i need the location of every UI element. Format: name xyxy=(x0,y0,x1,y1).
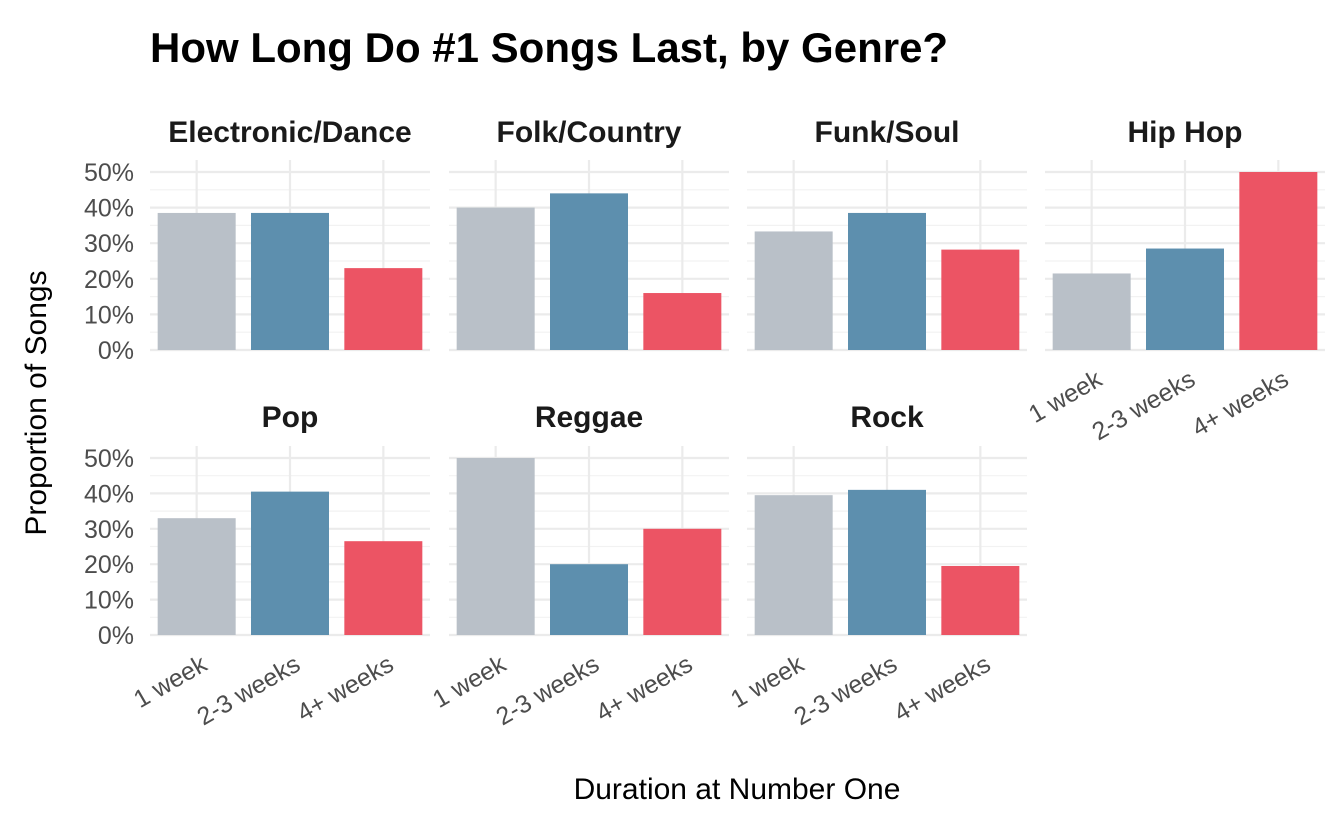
y-axis-title: Proportion of Songs xyxy=(20,270,53,535)
facet-strip-label: Reggae xyxy=(535,401,643,434)
y-tick-label: 10% xyxy=(84,301,134,329)
bar-reggae-2-3-weeks xyxy=(550,564,628,635)
y-tick-label: 20% xyxy=(84,551,134,579)
y-tick-label: 10% xyxy=(84,587,134,615)
bar-funk-soul-1-week xyxy=(754,231,833,350)
facet-strip-label: Pop xyxy=(262,401,319,434)
bar-pop-4-weeks xyxy=(344,541,423,635)
y-tick-label: 0% xyxy=(98,337,134,365)
bar-funk-soul-4-weeks xyxy=(941,249,1020,350)
bar-rock-2-3-weeks xyxy=(848,489,926,635)
y-tick-label: 50% xyxy=(84,445,134,473)
y-tick-label: 20% xyxy=(84,266,134,294)
x-tick-label: 2-3 weeks xyxy=(789,650,902,731)
y-tick-label: 30% xyxy=(84,230,134,258)
x-tick-label: 2-3 weeks xyxy=(192,650,305,731)
bar-reggae-1-week xyxy=(456,458,535,635)
facet-folk-country: Folk/Country xyxy=(449,116,729,352)
y-tick-label: 40% xyxy=(84,480,134,508)
chart-title: How Long Do #1 Songs Last, by Genre? xyxy=(150,24,948,71)
x-tick-label: 2-3 weeks xyxy=(491,650,604,731)
facet-strip-label: Hip Hop xyxy=(1128,116,1243,149)
bar-rock-1-week xyxy=(754,495,833,635)
y-tick-label: 50% xyxy=(84,159,134,187)
bar-folk-country-4-weeks xyxy=(643,293,722,350)
x-tick-label: 4+ weeks xyxy=(292,650,398,727)
x-tick-label: 2-3 weeks xyxy=(1087,365,1200,446)
x-tick-label: 4+ weeks xyxy=(1187,365,1293,442)
bar-folk-country-2-3-weeks xyxy=(550,193,628,350)
facet-strip-label: Electronic/Dance xyxy=(168,116,411,149)
bar-electronic-dance-1-week xyxy=(157,212,236,350)
bar-pop-1-week xyxy=(157,518,236,635)
bar-electronic-dance-2-3-weeks xyxy=(251,212,329,350)
x-tick-label: 4+ weeks xyxy=(889,650,995,727)
bar-rock-4-weeks xyxy=(941,565,1020,635)
facet-strip-label: Funk/Soul xyxy=(815,116,960,149)
bar-reggae-4-weeks xyxy=(643,528,722,635)
bar-hip-hop-2-3-weeks xyxy=(1146,248,1224,350)
bar-folk-country-1-week xyxy=(456,207,535,350)
facet-electronic-dance: Electronic/Dance 0% 10% 20% 30% 40% 50% xyxy=(84,116,430,365)
facet-strip-label: Folk/Country xyxy=(497,116,682,149)
y-tick-label: 40% xyxy=(84,195,134,223)
bar-hip-hop-4-weeks xyxy=(1239,172,1318,350)
facet-strip-label: Rock xyxy=(850,401,924,434)
bar-pop-2-3-weeks xyxy=(251,491,329,635)
y-tick-label: 30% xyxy=(84,516,134,544)
bar-hip-hop-1-week xyxy=(1052,273,1131,350)
x-tick-label: 4+ weeks xyxy=(591,650,697,727)
x-axis-title: Duration at Number One xyxy=(574,773,901,806)
bar-electronic-dance-4-weeks xyxy=(344,268,423,350)
y-tick-label: 0% xyxy=(98,622,134,650)
facet-panels: Electronic/Dance 0% 10% 20% 30% 40% 50% Folk/Co… xyxy=(84,116,1325,731)
bar-funk-soul-2-3-weeks xyxy=(848,212,926,350)
facet-funk-soul: Funk/Soul xyxy=(747,116,1027,352)
